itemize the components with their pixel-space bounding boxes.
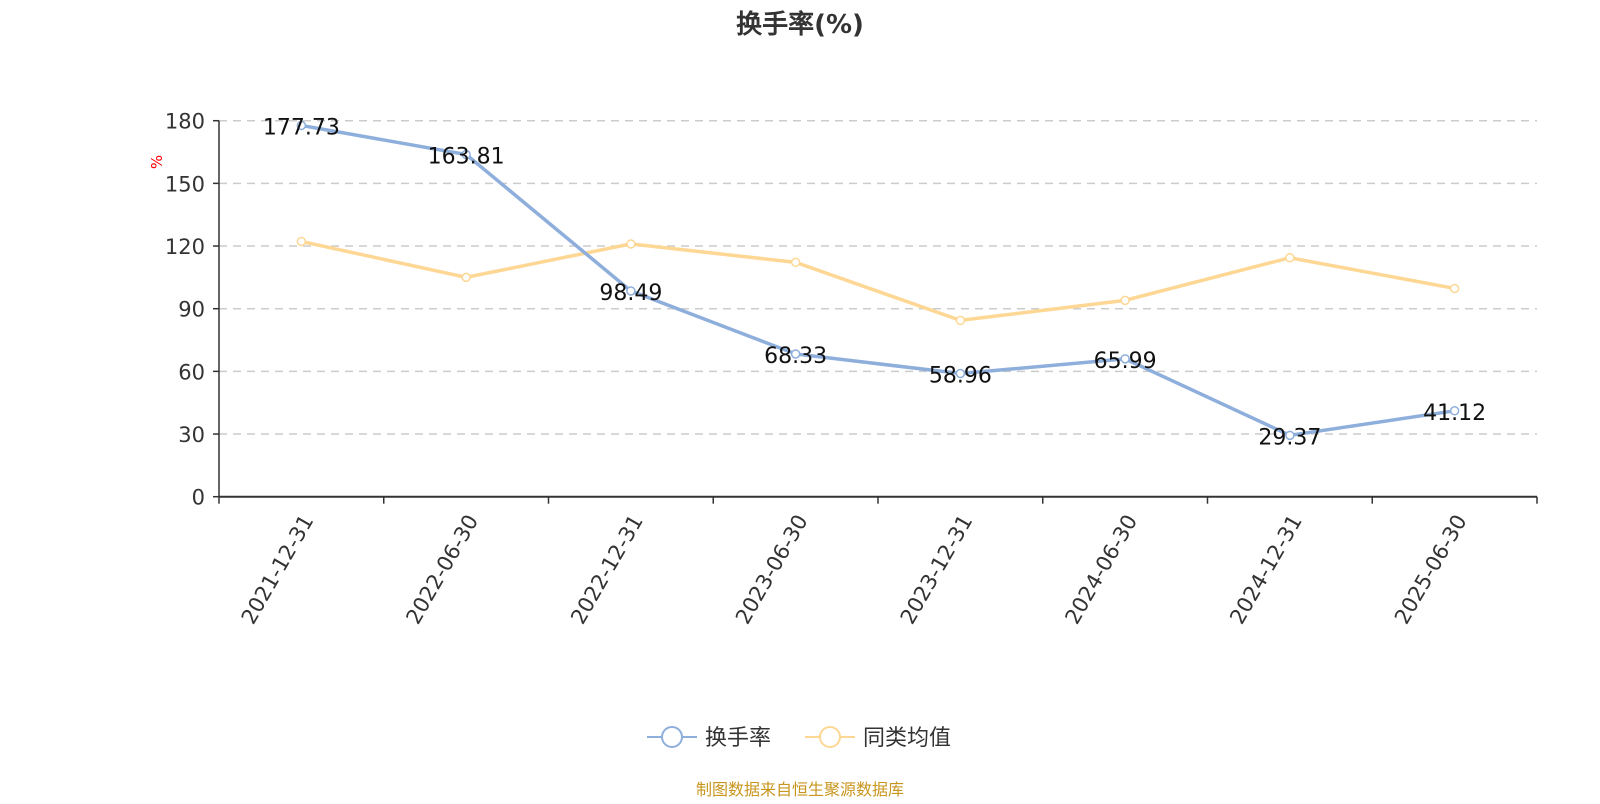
data-point: [1120, 295, 1130, 306]
data-label: 41.12: [1423, 401, 1486, 426]
data-point: [790, 349, 801, 359]
x-tick-label: 2023-06-30: [731, 511, 813, 629]
data-point: [955, 368, 966, 379]
y-tick-label: 30: [178, 423, 205, 447]
chart-title: 换手率(%): [736, 9, 864, 40]
data-label: 177.73: [263, 115, 340, 140]
y-tick-label: 60: [178, 360, 205, 384]
data-point: [1449, 406, 1460, 416]
data-point: [1285, 430, 1295, 441]
data-label: 58.96: [929, 364, 992, 389]
y-tick-label: 120: [165, 235, 205, 259]
x-tick-label: 2024-06-30: [1060, 511, 1142, 629]
x-tick-label: 2022-06-30: [401, 511, 483, 629]
y-axis-unit: %: [148, 155, 166, 169]
legend-circle-icon: [819, 726, 841, 748]
data-point: [461, 272, 471, 283]
x-tick-label: 2025-06-30: [1390, 511, 1472, 629]
legend-circle-icon: [661, 726, 683, 748]
data-point: [955, 315, 966, 326]
x-tick-label: 2024-12-31: [1225, 511, 1307, 629]
x-tick-label: 2023-12-31: [896, 511, 978, 629]
legend-label: 同类均值: [863, 726, 951, 751]
data-point: [461, 149, 471, 160]
data-point: [1285, 252, 1295, 263]
legend-item: 同类均值: [805, 726, 951, 751]
y-tick-label: 0: [192, 486, 205, 510]
legend-label: 换手率: [705, 726, 771, 751]
y-tick-label: 150: [165, 172, 205, 196]
data-point: [296, 120, 307, 131]
data-label: 68.33: [764, 344, 827, 369]
data-point: [790, 257, 801, 268]
data-point: [1449, 283, 1460, 294]
x-tick-label: 2022-12-31: [566, 511, 648, 629]
series-line: [301, 123, 1455, 438]
data-point: [296, 236, 307, 247]
y-tick-label: 90: [178, 298, 205, 322]
series-line: [301, 239, 1455, 323]
data-point: [626, 286, 636, 296]
y-tick-label: 180: [165, 110, 205, 134]
legend-item: 换手率: [647, 726, 771, 751]
data-source-footer: 制图数据来自恒生聚源数据库: [696, 780, 904, 799]
x-tick-label: 2021-12-31: [237, 511, 319, 629]
data-label: 29.37: [1258, 425, 1321, 450]
data-point: [1120, 354, 1130, 364]
data-label: 65.99: [1094, 349, 1157, 374]
data-label: 163.81: [428, 145, 505, 170]
data-point: [626, 239, 636, 249]
data-label: 98.49: [599, 281, 662, 306]
